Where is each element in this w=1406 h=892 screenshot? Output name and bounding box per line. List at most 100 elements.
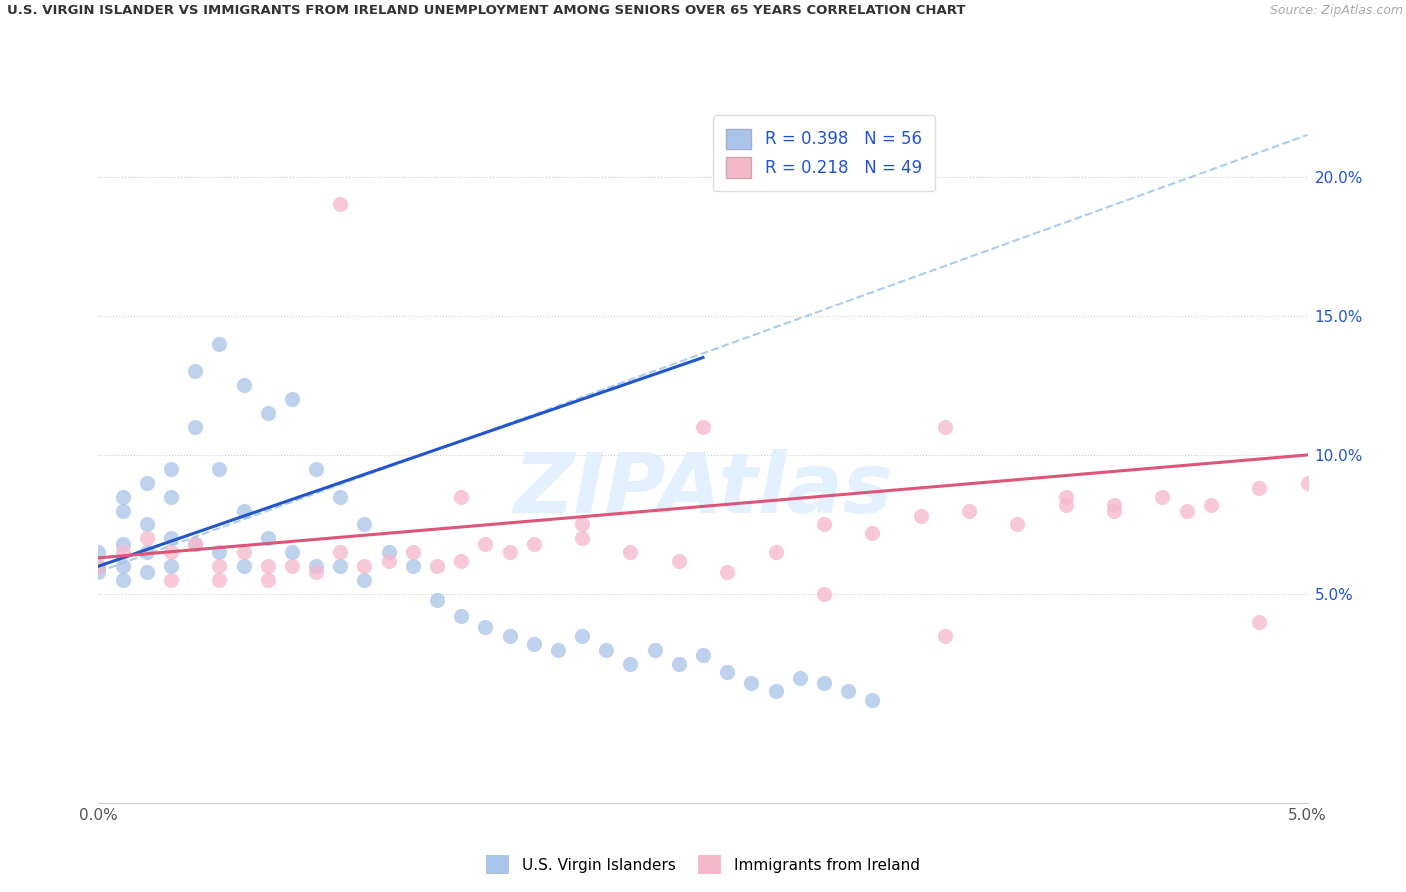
Point — [135, 532, 157, 546]
Point — [87, 559, 110, 574]
Point — [111, 490, 134, 504]
Point — [450, 554, 472, 568]
Point — [716, 665, 738, 679]
Point — [329, 197, 352, 211]
Point — [498, 545, 520, 559]
Point — [232, 545, 254, 559]
Point — [208, 559, 231, 574]
Point — [692, 420, 714, 434]
Point — [1054, 490, 1077, 504]
Point — [329, 490, 352, 504]
Point — [813, 517, 835, 532]
Point — [1199, 498, 1222, 512]
Point — [208, 462, 231, 476]
Point — [474, 620, 496, 634]
Point — [426, 559, 449, 574]
Point — [934, 629, 956, 643]
Point — [450, 609, 472, 624]
Point — [813, 587, 835, 601]
Point — [232, 378, 254, 392]
Point — [1007, 517, 1029, 532]
Point — [377, 554, 399, 568]
Point — [523, 637, 546, 651]
Point — [281, 545, 304, 559]
Point — [329, 559, 352, 574]
Point — [860, 693, 883, 707]
Point — [256, 573, 278, 587]
Point — [232, 503, 254, 517]
Point — [160, 532, 183, 546]
Point — [160, 462, 183, 476]
Point — [402, 559, 425, 574]
Point — [256, 406, 278, 420]
Point — [813, 676, 835, 690]
Point — [184, 364, 207, 378]
Point — [765, 684, 787, 698]
Point — [692, 648, 714, 663]
Point — [1249, 615, 1271, 629]
Point — [860, 525, 883, 540]
Point — [232, 559, 254, 574]
Point — [619, 545, 641, 559]
Point — [135, 565, 157, 579]
Point — [160, 559, 183, 574]
Point — [1249, 481, 1271, 495]
Point — [160, 545, 183, 559]
Point — [184, 537, 207, 551]
Point — [87, 545, 110, 559]
Point — [402, 545, 425, 559]
Point — [353, 573, 375, 587]
Point — [1175, 503, 1198, 517]
Point — [353, 517, 375, 532]
Point — [353, 559, 375, 574]
Point — [160, 490, 183, 504]
Point — [305, 565, 328, 579]
Point — [256, 559, 278, 574]
Point — [957, 503, 980, 517]
Point — [450, 490, 472, 504]
Point — [934, 420, 956, 434]
Text: ZIPAtlas: ZIPAtlas — [513, 450, 893, 530]
Point — [498, 629, 520, 643]
Point — [571, 517, 593, 532]
Text: U.S. VIRGIN ISLANDER VS IMMIGRANTS FROM IRELAND UNEMPLOYMENT AMONG SENIORS OVER : U.S. VIRGIN ISLANDER VS IMMIGRANTS FROM … — [7, 4, 966, 18]
Point — [208, 336, 231, 351]
Point — [305, 559, 328, 574]
Point — [329, 545, 352, 559]
Point — [1296, 475, 1319, 490]
Point — [716, 565, 738, 579]
Point — [281, 392, 304, 407]
Legend: U.S. Virgin Islanders, Immigrants from Ireland: U.S. Virgin Islanders, Immigrants from I… — [481, 849, 925, 880]
Point — [135, 517, 157, 532]
Legend: R = 0.398   N = 56, R = 0.218   N = 49: R = 0.398 N = 56, R = 0.218 N = 49 — [713, 115, 935, 191]
Point — [305, 462, 328, 476]
Point — [740, 676, 762, 690]
Point — [644, 642, 666, 657]
Point — [208, 545, 231, 559]
Point — [789, 671, 811, 685]
Point — [135, 475, 157, 490]
Point — [426, 592, 449, 607]
Point — [1152, 490, 1174, 504]
Point — [668, 554, 690, 568]
Point — [523, 537, 546, 551]
Point — [281, 559, 304, 574]
Point — [135, 545, 157, 559]
Point — [910, 509, 932, 524]
Point — [765, 545, 787, 559]
Point — [111, 545, 134, 559]
Point — [160, 573, 183, 587]
Point — [377, 545, 399, 559]
Point — [87, 559, 110, 574]
Point — [1102, 503, 1125, 517]
Point — [474, 537, 496, 551]
Point — [184, 420, 207, 434]
Point — [571, 629, 593, 643]
Point — [619, 657, 641, 671]
Point — [111, 503, 134, 517]
Text: Source: ZipAtlas.com: Source: ZipAtlas.com — [1270, 4, 1403, 18]
Point — [595, 642, 617, 657]
Point — [571, 532, 593, 546]
Point — [1054, 498, 1077, 512]
Point — [87, 565, 110, 579]
